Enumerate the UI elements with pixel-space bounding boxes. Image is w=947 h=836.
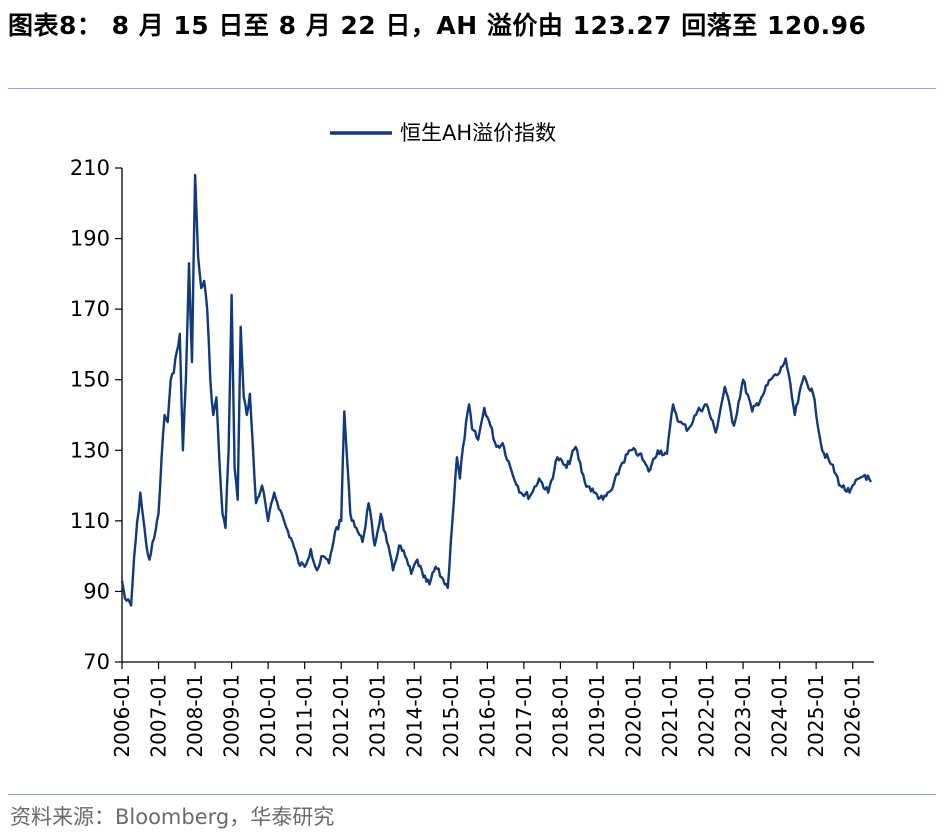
x-tick-label: 2014-01 [402,674,426,758]
x-tick-label: 2020-01 [621,674,645,758]
x-tick-label: 2019-01 [585,674,609,758]
y-tick-label: 190 [70,227,110,251]
x-tick-label: 2008-01 [183,674,207,758]
page-title: 图表8： 8 月 15 日至 8 月 22 日，AH 溢价由 123.27 回落… [8,11,867,40]
y-tick-label: 130 [70,438,110,462]
y-tick-label: 210 [70,156,110,180]
x-tick-label: 2024-01 [768,674,792,758]
x-tick-label: 2025-01 [804,674,828,758]
x-tick-label: 2013-01 [366,674,390,758]
x-tick-label: 2012-01 [329,674,353,758]
source-note: 资料来源：Bloomberg，华泰研究 [10,805,335,829]
bottom-divider [8,794,936,795]
x-ticks: 2006-01 2007-01 2008-01 2009-01 2010-01 2011-… [110,662,865,758]
x-tick-label: 2026-01 [841,674,865,758]
y-ticks: 70 90 110 130 150 170 190 210 [70,156,122,674]
x-tick-label: 2016-01 [475,674,499,758]
series-line-ah-premium [120,173,873,607]
x-tick-label: 2023-01 [731,674,755,758]
top-divider [8,88,936,89]
y-tick-label: 90 [83,579,110,603]
y-tick-label: 70 [83,650,110,674]
legend: 恒生AH溢价指数 [330,121,556,145]
y-tick-label: 170 [70,297,110,321]
x-tick-label: 2011-01 [293,674,317,758]
legend-label: 恒生AH溢价指数 [400,121,556,145]
x-tick-label: 2021-01 [658,674,682,758]
x-tick-label: 2010-01 [256,674,280,758]
x-tick-label: 2017-01 [512,674,536,758]
x-tick-label: 2006-01 [110,674,134,758]
x-tick-label: 2022-01 [695,674,719,758]
x-tick-label: 2009-01 [220,674,244,758]
x-tick-label: 2007-01 [147,674,171,758]
x-tick-label: 2018-01 [548,674,572,758]
y-tick-label: 150 [70,368,110,392]
y-tick-label: 110 [70,509,110,533]
x-tick-label: 2015-01 [439,674,463,758]
